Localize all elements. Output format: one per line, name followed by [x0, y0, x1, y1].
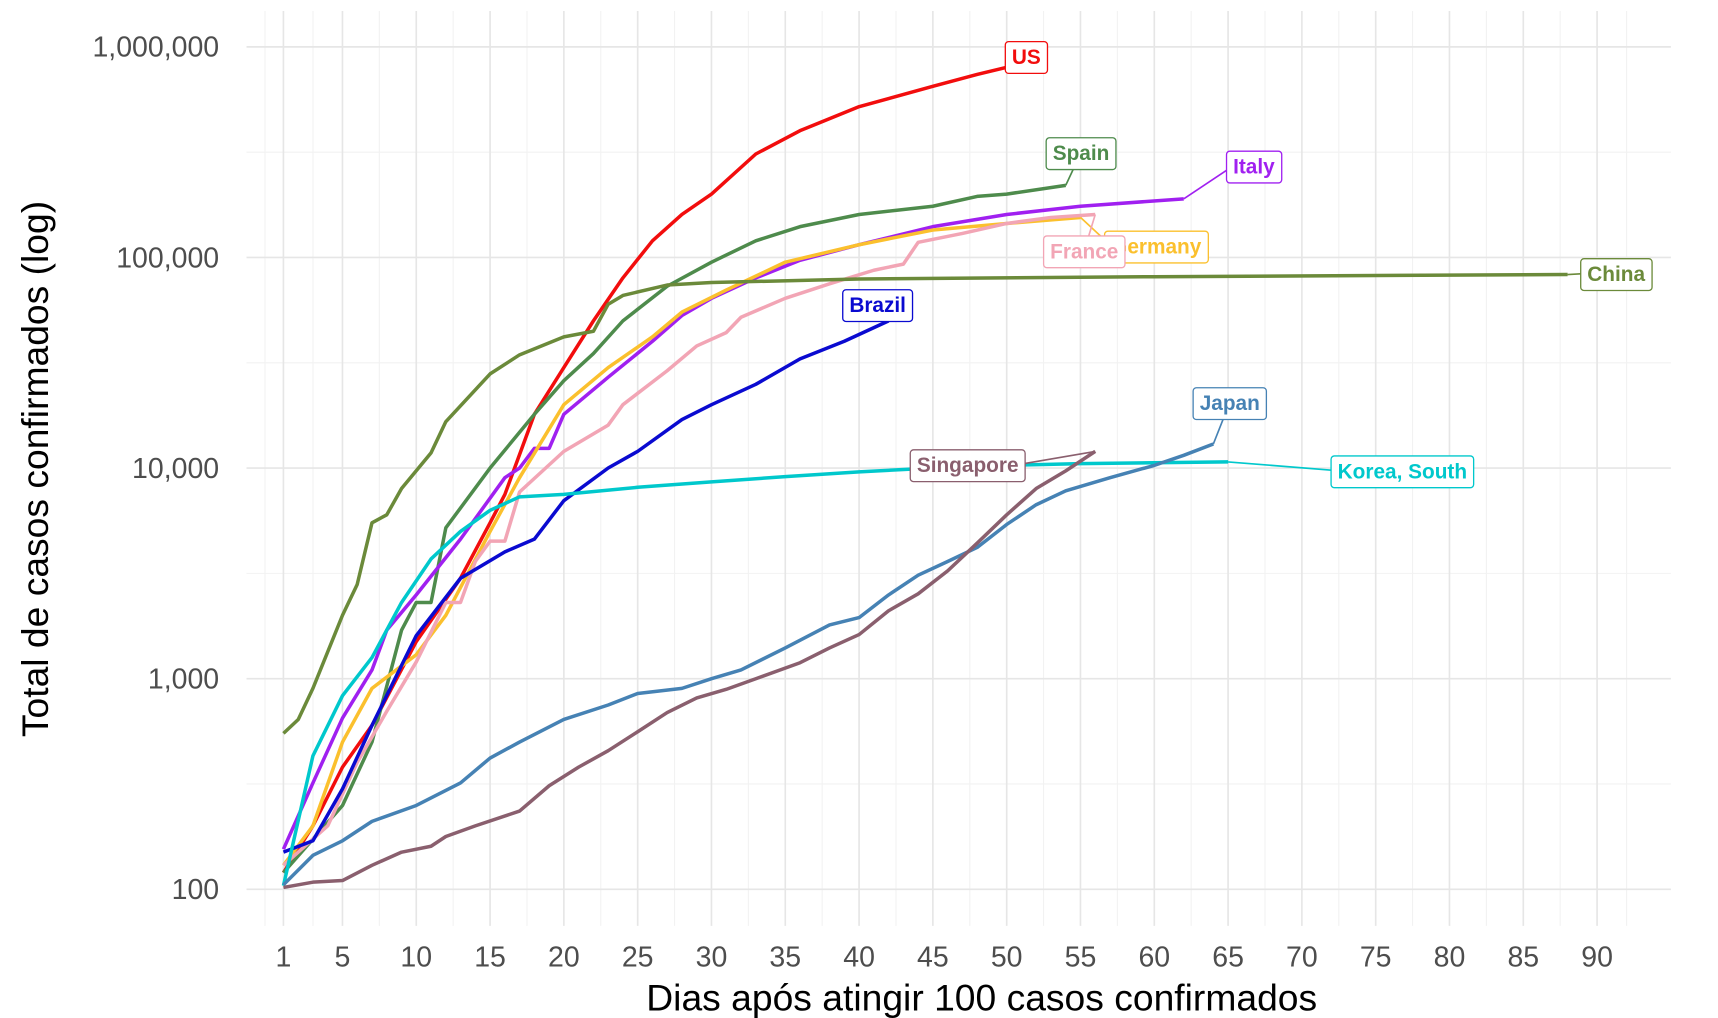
series-line — [282, 272, 1568, 735]
label-box — [842, 289, 914, 323]
label-text: Singapore — [917, 454, 1019, 477]
x-tick-label: 75 — [1360, 941, 1392, 973]
series-label: US — [1004, 40, 1049, 75]
label-leader — [1228, 461, 1338, 472]
label-text: Italy — [1233, 156, 1275, 179]
y-tick-label: 10,000 — [132, 453, 219, 485]
series-label: Brazil — [842, 289, 914, 323]
label-text: Spain — [1053, 142, 1110, 165]
series-line — [282, 212, 1096, 867]
y-tick-label: 100,000 — [116, 242, 219, 274]
x-tick-label: 65 — [1212, 941, 1244, 973]
x-tick-label: 60 — [1138, 941, 1170, 973]
y-axis-title: Total de casos confirmados (log) — [14, 201, 56, 737]
label-text: Japan — [1200, 392, 1260, 415]
label-box — [1042, 235, 1126, 269]
series-label: China — [1567, 258, 1653, 292]
series-line — [283, 449, 1097, 890]
label-text: Korea, South — [1338, 460, 1467, 483]
x-tick-label: 35 — [769, 941, 801, 973]
label-box — [1580, 258, 1653, 292]
series-line — [282, 319, 890, 854]
label-leader — [1183, 165, 1234, 200]
label-text: China — [1587, 263, 1645, 286]
x-tick-label: 5 — [335, 941, 351, 973]
x-tick-label: 15 — [474, 941, 506, 973]
x-tick-label: 55 — [1065, 941, 1097, 973]
x-tick-label: 1 — [276, 941, 292, 973]
series-label: Italy — [1183, 150, 1283, 200]
x-axis-title: Dias após atingir 100 casos confirmados — [646, 976, 1317, 1018]
x-tick-label: 25 — [622, 941, 654, 973]
label-text: Brazil — [849, 294, 906, 317]
y-tick-label: 100 — [172, 874, 220, 906]
series-label: Japan — [1192, 387, 1268, 445]
series-label: Korea, South — [1228, 455, 1475, 489]
label-box — [1192, 387, 1268, 421]
series-line — [282, 183, 1067, 874]
x-tick-label: 80 — [1434, 941, 1466, 973]
series-label: Singapore — [909, 449, 1096, 483]
series-line — [282, 442, 1214, 887]
label-box — [909, 449, 1026, 483]
label-leader — [1018, 450, 1096, 466]
label-text: France — [1050, 240, 1118, 263]
x-tick-label: 10 — [400, 941, 432, 973]
series-line — [282, 215, 1081, 867]
lines — [281, 65, 1568, 890]
y-tick-label: 1,000,000 — [92, 32, 219, 64]
label-box — [1004, 40, 1049, 75]
series-label: Spain — [1045, 137, 1117, 186]
label-box — [1330, 455, 1475, 489]
x-tick-label: 85 — [1507, 941, 1539, 973]
label-box — [1225, 150, 1283, 184]
label-box — [1045, 137, 1117, 171]
y-tick-label: 1,000 — [148, 664, 219, 696]
x-tick-label: 45 — [917, 941, 949, 973]
label-text: US — [1012, 46, 1041, 69]
x-tick-label: 20 — [548, 941, 580, 973]
series-label: France — [1042, 214, 1126, 269]
x-tick-label: 30 — [696, 941, 728, 973]
series-line — [281, 460, 1229, 887]
x-tick-label: 50 — [991, 941, 1023, 973]
x-tick-label: 40 — [843, 941, 875, 973]
series-line — [281, 197, 1184, 850]
x-tick-label: 90 — [1581, 941, 1613, 973]
x-tick-label: 70 — [1286, 941, 1318, 973]
grid: 1 5 10 15 20 25 30 35 40 45 50 55 60 65 70 75 80 85 901001… — [92, 11, 1671, 973]
label-text: Germany — [1111, 236, 1202, 259]
